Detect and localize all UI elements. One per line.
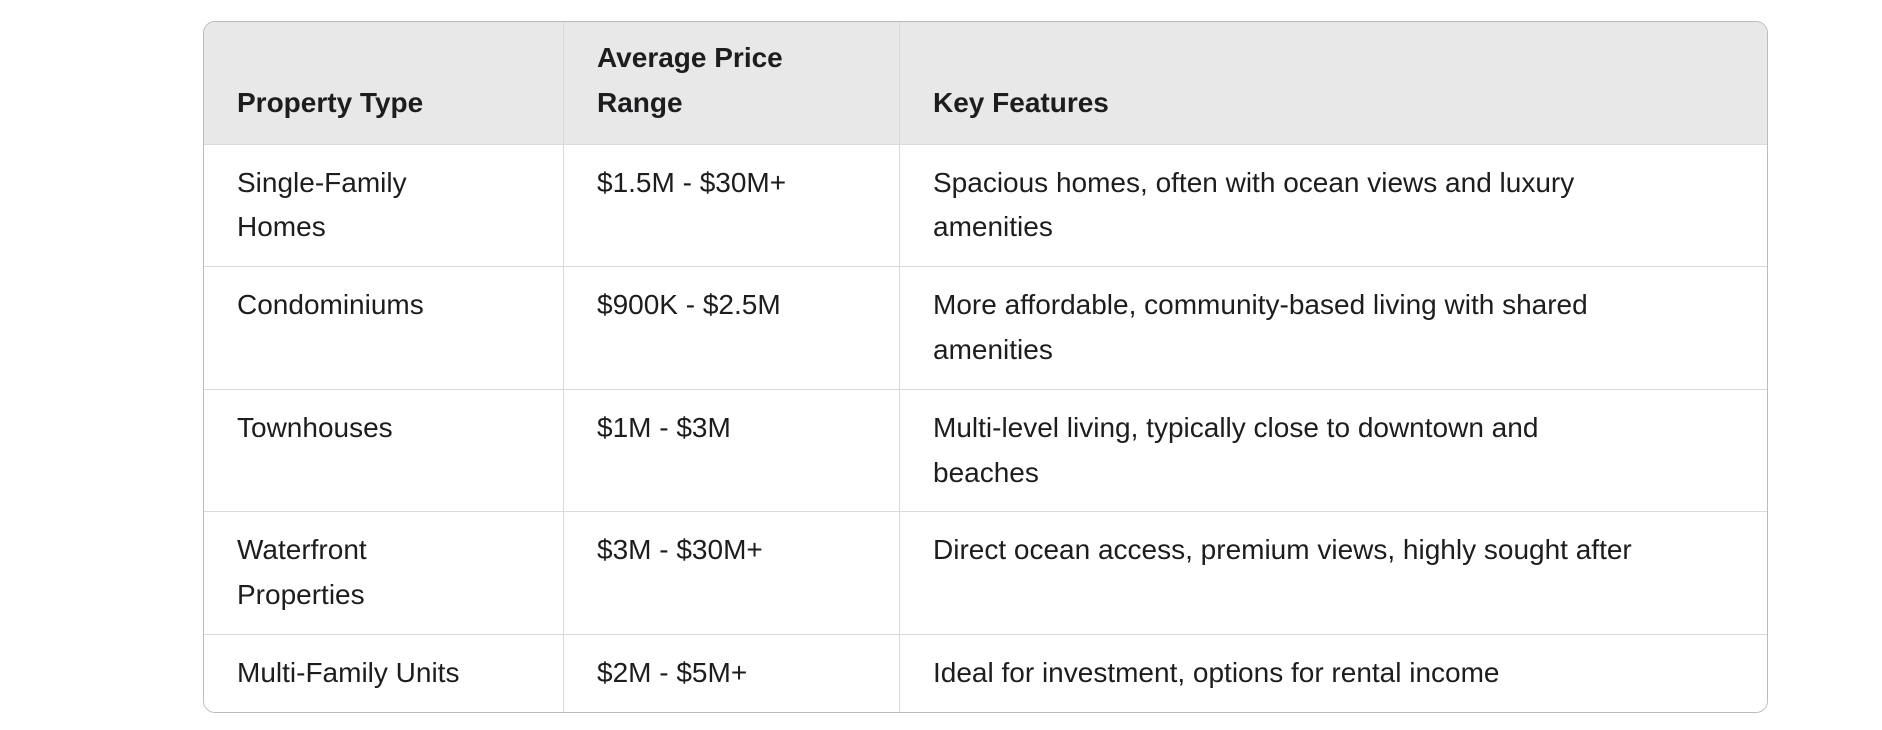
cell-property-type: Condominiums (204, 266, 563, 389)
cell-property-type: Multi-Family Units (204, 633, 563, 712)
column-header-average-price-range: Average Price Range (563, 22, 899, 144)
table-row: Single-Family Homes $1.5M - $30M+ Spacio… (204, 143, 1767, 267)
cell-property-type: Townhouses (204, 388, 563, 512)
table-row: Townhouses $1M - $3M Multi-level living,… (204, 388, 1767, 512)
cell-key-features: More affordable, community-based living … (899, 266, 1767, 389)
table-body: Single-Family Homes $1.5M - $30M+ Spacio… (204, 143, 1767, 712)
cell-key-features: Ideal for investment, options for rental… (899, 633, 1767, 712)
cell-price-range: $3M - $30M+ (563, 511, 899, 634)
table-row: Waterfront Properties $3M - $30M+ Direct… (204, 511, 1767, 634)
property-comparison-table: Property Type Average Price Range Key Fe… (203, 21, 1768, 713)
cell-key-features: Direct ocean access, premium views, high… (899, 511, 1767, 634)
cell-property-type: Single-Family Homes (204, 143, 563, 267)
cell-property-type: Waterfront Properties (204, 511, 563, 634)
cell-key-features: Multi-level living, typically close to d… (899, 388, 1767, 512)
cell-price-range: $2M - $5M+ (563, 633, 899, 712)
cell-price-range: $900K - $2.5M (563, 266, 899, 389)
column-header-label: Key Features (933, 86, 1109, 118)
cell-price-range: $1M - $3M (563, 388, 899, 512)
cell-price-range: $1.5M - $30M+ (563, 143, 899, 267)
table-row: Multi-Family Units $2M - $5M+ Ideal for … (204, 633, 1767, 712)
column-header-label: Average Price Range (597, 42, 783, 118)
cell-key-features: Spacious homes, often with ocean views a… (899, 143, 1767, 267)
header-row: Property Type Average Price Range Key Fe… (204, 22, 1767, 144)
column-header-key-features: Key Features (899, 22, 1767, 144)
column-header-property-type: Property Type (204, 22, 563, 144)
property-table: Property Type Average Price Range Key Fe… (204, 22, 1767, 712)
table-row: Condominiums $900K - $2.5M More affordab… (204, 266, 1767, 389)
table-header: Property Type Average Price Range Key Fe… (204, 22, 1767, 144)
column-header-label: Property Type (237, 86, 424, 118)
